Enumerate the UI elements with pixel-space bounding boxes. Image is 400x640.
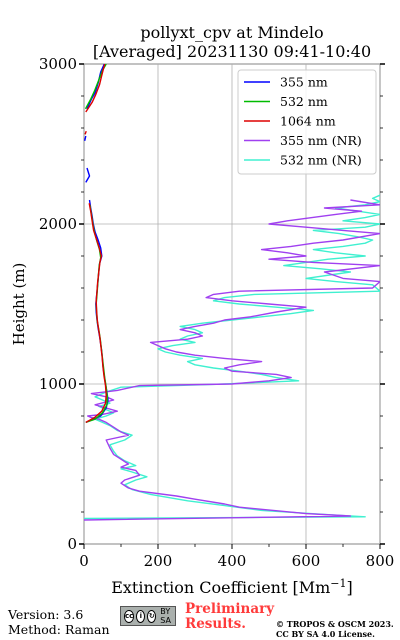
y-tick-label: 1000 [39,375,77,393]
x-tick-label: 800 [366,552,395,570]
method-text: Method: Raman [8,622,110,637]
legend-label: 1064 nm [280,114,336,129]
copyright-line1: © TROPOS & OSCM 2023. [276,619,394,629]
sa-icon: ↻ [147,609,157,623]
y-tick-label: 2000 [39,215,77,233]
version-text: Version: 3.6 [8,607,84,622]
legend-label: 355 nm (NR) [280,133,362,148]
legend-label: 532 nm [280,94,328,109]
x-tick-label: 600 [292,552,321,570]
x-tick-label: 200 [144,552,173,570]
legend-label: 355 nm [280,75,328,90]
by-icon: i [136,609,146,623]
y-tick-label: 0 [67,535,77,553]
y-axis-label: Height (m) [10,263,28,346]
series-lines [84,64,380,520]
chart-title-line2: [Averaged] 20231130 09:41-10:40 [93,42,371,61]
legend-label: 532 nm (NR) [280,153,362,168]
x-axis-label: Extinction Coefficient [Mm−1] [111,577,353,597]
preliminary-line1: Preliminary [185,601,275,617]
cc-icon: cc [124,609,135,623]
cc-license-badge: cc i ↻ BY SA [120,606,176,626]
series-line [84,64,107,424]
legend-box [237,69,377,175]
copyright-note: © TROPOS & OSCM 2023. CC BY SA 4.0 Licen… [276,619,394,639]
series-line [84,64,108,424]
legend: 355 nm 532 nm 1064 nm 355 nm (NR) 532 nm (NR… [237,69,377,175]
license-badge-text: BY SA [160,607,171,625]
preliminary-line2: Results. [185,616,246,632]
x-tick-label: 400 [218,552,247,570]
y-tick-label: 3000 [39,55,77,73]
copyright-line2: CC BY SA 4.0 License. [276,629,375,639]
axis-ticks: 0 200 400 600 800 0 1000 2000 3000 [39,55,395,570]
chart-title-line1: pollyxt_cpv at Mindelo [140,23,323,42]
series-line [84,64,109,424]
preliminary-results-note: Preliminary Results. [185,602,274,632]
x-tick-label: 0 [79,552,89,570]
